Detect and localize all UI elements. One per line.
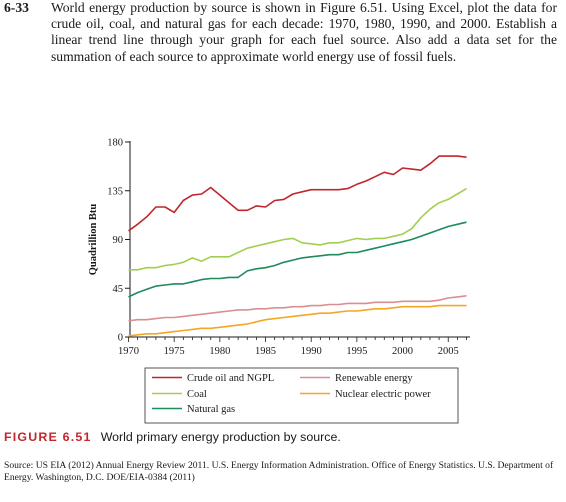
problem-text: World energy production by source is sho…: [51, 0, 557, 64]
x-tick-label: 1985: [255, 346, 276, 357]
figure-caption-text: World primary energy production by sourc…: [100, 430, 341, 444]
y-tick-label: 90: [113, 235, 124, 246]
x-tick-label: 1970: [118, 346, 139, 357]
y-tick-label: 45: [113, 284, 124, 295]
figure-label: FIGURE 6.51: [4, 430, 92, 444]
series-line-crude-oil-and-ngpl: [128, 155, 467, 232]
y-tick-label: 0: [118, 333, 123, 344]
x-tick-label: 1995: [346, 346, 367, 357]
x-tick-label: 2005: [438, 346, 459, 357]
series-line-renewable-energy: [128, 295, 467, 322]
legend-label-crude-oil-and-ngpl: Crude oil and NGPL: [187, 373, 274, 384]
x-tick-label: 1990: [301, 346, 322, 357]
x-tick-label: 1980: [209, 346, 230, 357]
line-chart: 0 45 90 135 180 1970 1975 1980 1985 1990 1995 2000 2…: [88, 138, 470, 424]
series-line-natural-gas: [128, 221, 467, 298]
y-tick-label: 180: [107, 138, 123, 149]
legend-label-coal: Coal: [187, 389, 207, 400]
chart-legend: Crude oil and NGPL Coal Natural gas Renewab…: [144, 367, 459, 424]
figure-caption: FIGURE 6.51 World primary energy product…: [4, 430, 341, 445]
y-axis-title-group: Quadrillion Btu: [88, 204, 99, 276]
x-tick-label: 2000: [392, 346, 413, 357]
x-tick-label: 1975: [164, 346, 185, 357]
series-line-coal: [128, 187, 467, 271]
legend-label-natural-gas: Natural gas: [187, 404, 235, 415]
legend-label-nuclear-electric-power: Nuclear electric power: [335, 389, 431, 400]
y-tick-label: 135: [107, 186, 123, 197]
chart-axes: 0 45 90 135 180 1970 1975 1980 1985 1990 1995 2000 2…: [107, 138, 470, 357]
legend-label-renewable-energy: Renewable energy: [335, 373, 413, 384]
problem-number: 6-33: [4, 0, 29, 15]
y-axis-title: Quadrillion Btu: [88, 204, 99, 276]
figure-source: Source: US EIA (2012) Annual Energy Revi…: [4, 460, 554, 483]
series-line-nuclear-electric-power: [128, 304, 467, 337]
chart-series: [128, 155, 467, 337]
